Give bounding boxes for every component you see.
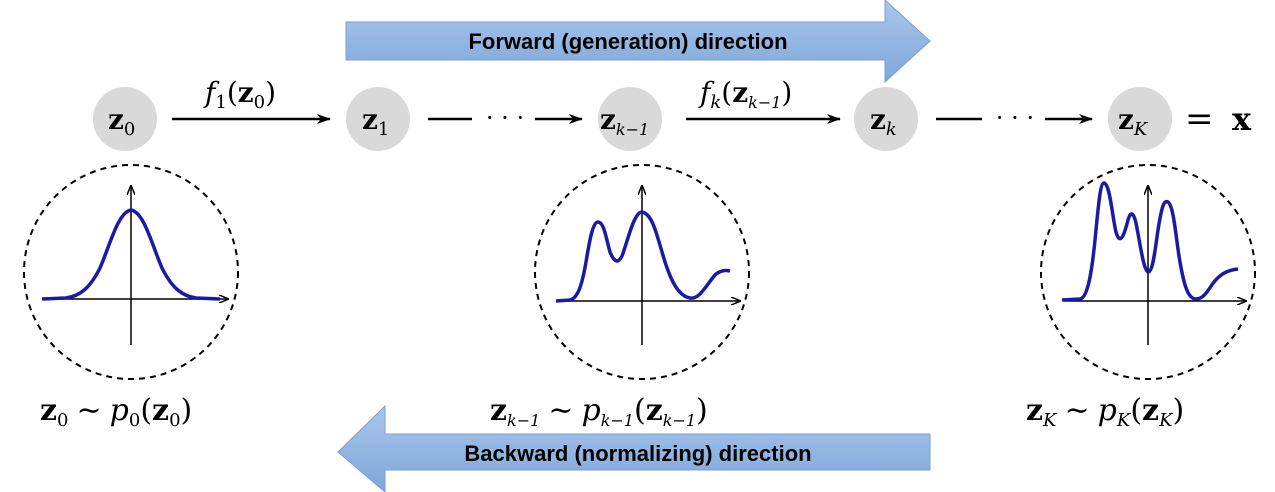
transform-fk-label: fk(zk−1) <box>698 76 792 113</box>
forward-direction-label: Forward (generation) direction <box>468 29 787 54</box>
output-x: x <box>1232 100 1252 138</box>
density-plot-zK <box>1040 164 1256 380</box>
node-zk-label: zk <box>870 103 897 140</box>
dashed-circle-zK <box>1040 164 1256 380</box>
dashed-circle-zk-1 <box>534 164 750 380</box>
node-z1-label: z1 <box>362 103 389 140</box>
latent-nodes: z0 z1 zk−1 zk zK <box>93 87 1172 151</box>
backward-direction-arrow: Backward (normalizing) direction <box>337 404 931 492</box>
node-zK-circle <box>1108 87 1172 151</box>
backward-direction-label: Backward (normalizing) direction <box>464 441 811 466</box>
density-curve-zk-1 <box>555 210 731 303</box>
density-plot-zk-1 <box>534 164 750 380</box>
density-curve-z0 <box>41 208 221 301</box>
distribution-z0-label: z0 ∼ p0(z0) <box>40 393 192 431</box>
node-zK-label: zK <box>1118 103 1149 140</box>
distribution-zk-1-label: zk−1 ∼ pk−1(zk−1) <box>490 393 708 430</box>
node-z1-circle <box>346 87 410 151</box>
node-zk-circle <box>854 87 918 151</box>
density-curve-zK <box>1061 181 1239 302</box>
distribution-zK-label: zK ∼ pK(zK) <box>1026 393 1184 431</box>
ellipsis-1: · · · <box>486 104 524 132</box>
node-zk-1-label: zk−1 <box>600 103 649 139</box>
node-zk-1-circle <box>598 87 662 151</box>
ellipsis-2: · · · <box>996 104 1034 132</box>
node-z0-circle <box>93 87 157 151</box>
node-z0-label: z0 <box>108 103 135 140</box>
transform-f1-label: f1(z0) <box>203 76 276 113</box>
flow-connections: · · · · · · <box>172 104 1093 132</box>
forward-direction-arrow: Forward (generation) direction <box>345 0 931 84</box>
equals-sign: = <box>1185 99 1214 139</box>
dashed-circle-z0 <box>23 164 239 380</box>
density-plot-z0 <box>23 164 239 380</box>
